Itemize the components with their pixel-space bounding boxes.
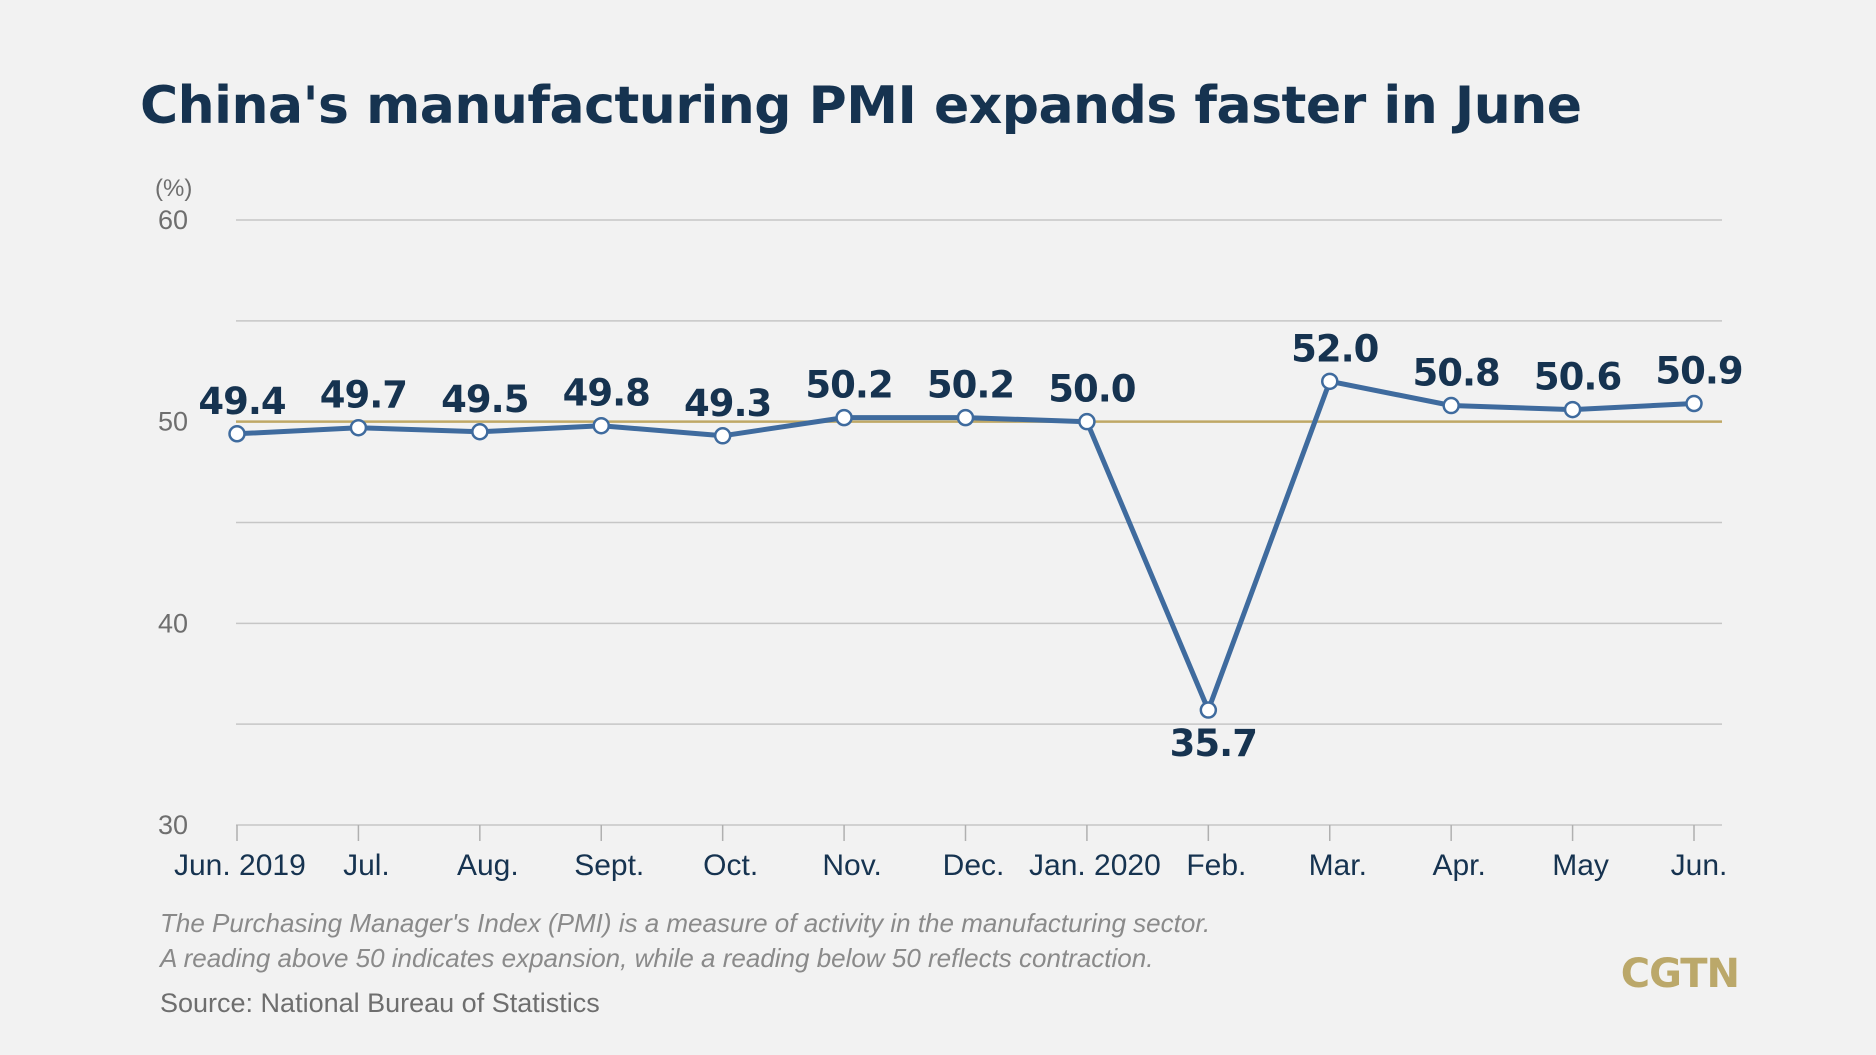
chart-title: China's manufacturing PMI expands faster… bbox=[140, 76, 1582, 136]
grid-lines bbox=[236, 219, 1722, 826]
data-point bbox=[1078, 412, 1096, 431]
data-point bbox=[713, 427, 732, 445]
data-label: 52.0 bbox=[1291, 327, 1378, 370]
cgtn-logo: CGTN bbox=[1620, 951, 1740, 997]
data-point bbox=[1563, 400, 1582, 419]
x-tick-label: Sept. bbox=[574, 849, 644, 882]
data-label: 49.5 bbox=[441, 378, 528, 421]
data-point bbox=[228, 425, 246, 443]
data-point bbox=[1442, 396, 1460, 415]
x-tick-label: Apr. bbox=[1432, 849, 1485, 882]
x-tick-label: May bbox=[1552, 849, 1609, 882]
x-tick-label: Jun. bbox=[1671, 849, 1728, 882]
data-point bbox=[592, 416, 610, 435]
data-points bbox=[228, 372, 1703, 719]
data-label: 49.7 bbox=[320, 374, 407, 417]
data-point bbox=[956, 408, 975, 427]
x-tick-label: Aug. bbox=[457, 849, 519, 882]
data-label: 50.2 bbox=[805, 364, 892, 407]
x-tick-label: Jun. 2019 bbox=[174, 849, 306, 882]
x-axis bbox=[236, 825, 1695, 841]
data-label: 49.8 bbox=[563, 372, 650, 415]
data-point bbox=[349, 418, 368, 437]
data-point bbox=[1685, 394, 1703, 413]
x-tick-label: Dec. bbox=[943, 849, 1005, 882]
x-tick-label: Jan. 2020 bbox=[1029, 849, 1161, 882]
data-point bbox=[835, 408, 853, 427]
pmi-series-line bbox=[236, 378, 1695, 713]
y-axis-unit-label: (%) bbox=[155, 175, 192, 202]
y-tick-label: 30 bbox=[158, 810, 188, 840]
x-tick-label: Mar. bbox=[1309, 849, 1367, 882]
data-label: 50.9 bbox=[1655, 350, 1742, 393]
data-label: 50.0 bbox=[1048, 368, 1135, 411]
data-label: 49.3 bbox=[684, 382, 771, 425]
y-tick-label: 40 bbox=[158, 608, 188, 638]
note-line-2: A reading above 50 indicates expansion, … bbox=[160, 943, 1154, 973]
data-label: 49.4 bbox=[198, 380, 286, 423]
x-axis-tick-labels: Jun. 2019 Jul. Aug. Sept. Oct. Nov. Dec. Jan. 2… bbox=[174, 849, 1727, 882]
x-tick-label: Feb. bbox=[1186, 849, 1246, 882]
x-tick-label: Nov. bbox=[822, 849, 881, 882]
data-point bbox=[1321, 372, 1339, 391]
y-tick-label: 50 bbox=[158, 407, 188, 437]
data-point bbox=[471, 423, 489, 441]
data-label: 50.6 bbox=[1534, 356, 1621, 399]
data-point bbox=[1199, 701, 1218, 719]
y-tick-label: 60 bbox=[158, 205, 188, 235]
data-label: 50.8 bbox=[1413, 352, 1500, 395]
data-labels: 49.4 49.7 49.5 49.8 49.3 50.2 50.2 50.0 35.7 52.0… bbox=[198, 327, 1743, 765]
y-axis-tick-labels: 30 40 50 60 bbox=[158, 205, 188, 840]
data-label: 35.7 bbox=[1170, 722, 1257, 765]
source-note: Source: National Bureau of Statistics bbox=[160, 988, 600, 1018]
x-tick-label: Oct. bbox=[703, 849, 758, 882]
note-line-1: The Purchasing Manager's Index (PMI) is … bbox=[160, 908, 1211, 938]
data-label: 50.2 bbox=[927, 364, 1014, 407]
x-tick-label: Jul. bbox=[343, 849, 390, 882]
